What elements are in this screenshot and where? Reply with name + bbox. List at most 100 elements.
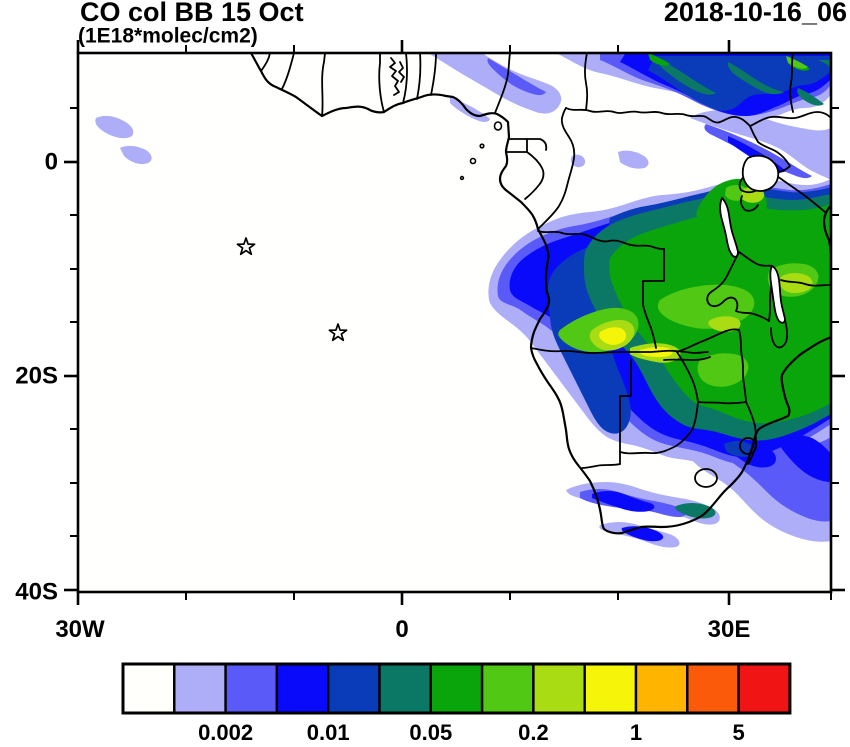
border-line bbox=[494, 53, 511, 114]
border-line bbox=[738, 175, 758, 194]
contour-blob bbox=[655, 57, 716, 95]
x-tick-label-30w: 30W bbox=[55, 616, 105, 643]
border-line bbox=[524, 151, 545, 200]
border-line bbox=[281, 53, 295, 90]
colorbar-outline bbox=[121, 662, 792, 715]
colorbar: 0.002 0.01 0.05 0.2 1 5 bbox=[121, 662, 792, 745]
border-line bbox=[430, 53, 437, 96]
colorbar-label-1: 1 bbox=[630, 720, 642, 745]
lake-victoria bbox=[741, 154, 780, 192]
contour-blob bbox=[599, 327, 627, 345]
contour-blob bbox=[708, 316, 741, 332]
volta-river-squiggle bbox=[389, 57, 400, 96]
x-tick-label-30e: 30E bbox=[708, 616, 751, 643]
colorbar-cell-9 bbox=[532, 662, 586, 715]
border-line bbox=[770, 319, 788, 349]
y-minor-ticks bbox=[70, 107, 839, 537]
border-line bbox=[749, 111, 831, 127]
contour-blob bbox=[648, 53, 670, 66]
border-line bbox=[619, 401, 699, 455]
border-line bbox=[581, 463, 621, 469]
border-line bbox=[530, 347, 709, 354]
border-line bbox=[505, 138, 528, 153]
border-line bbox=[789, 53, 794, 113]
border-line bbox=[773, 173, 826, 213]
contour-blob bbox=[818, 60, 831, 68]
x-minor-ticks bbox=[185, 45, 832, 600]
colorbar-label-02: 0.2 bbox=[518, 720, 549, 745]
contour-blob bbox=[778, 435, 831, 482]
border-line bbox=[526, 138, 548, 151]
y-tick-label-0: 0 bbox=[45, 149, 58, 176]
border-line bbox=[537, 230, 665, 250]
border-line bbox=[584, 53, 589, 111]
border-line bbox=[416, 53, 422, 100]
border-eswatini bbox=[739, 437, 757, 455]
island-bioko bbox=[493, 121, 503, 131]
colorbar-cell-8 bbox=[480, 662, 535, 715]
border-line bbox=[537, 107, 576, 230]
station-star-st-helena bbox=[328, 323, 348, 342]
border-line bbox=[260, 53, 271, 72]
colorbar-label-0002: 0.002 bbox=[198, 720, 253, 745]
contour-blob bbox=[487, 58, 546, 96]
contour-blob bbox=[648, 56, 831, 111]
colorbar-cell-7 bbox=[429, 662, 484, 715]
border-line bbox=[738, 251, 773, 267]
border-line bbox=[321, 53, 326, 117]
gulf-of-guinea-islands bbox=[459, 121, 503, 181]
contour-blob bbox=[724, 441, 755, 457]
contour-blob bbox=[675, 503, 716, 519]
colorbar-cell-11 bbox=[634, 662, 689, 715]
border-line bbox=[780, 279, 831, 287]
contour-blob bbox=[120, 145, 152, 165]
border-line bbox=[749, 125, 759, 143]
colorbar-cell-10 bbox=[583, 662, 638, 715]
station-star-ascension bbox=[236, 237, 256, 256]
island-sao-tome bbox=[469, 157, 477, 165]
colorbar-label-005: 0.05 bbox=[409, 720, 452, 745]
colorbar-cell-13 bbox=[737, 662, 792, 715]
border-line bbox=[642, 248, 665, 349]
border-line bbox=[676, 351, 699, 403]
volta-river-squiggle-2 bbox=[398, 61, 405, 83]
border-line bbox=[402, 53, 408, 104]
border-line bbox=[757, 141, 791, 175]
colorbar-cell-3 bbox=[224, 662, 279, 715]
colorbar-cell-1 bbox=[121, 662, 176, 715]
y-tick-label-20s: 20S bbox=[15, 363, 58, 390]
contour-blob bbox=[727, 62, 784, 95]
colorbar-cell-6 bbox=[378, 662, 432, 715]
y-major-ticks bbox=[64, 160, 845, 592]
border-line bbox=[565, 107, 751, 127]
colorbar-cell-5 bbox=[327, 662, 381, 715]
border-line bbox=[676, 328, 740, 353]
contour-blob bbox=[592, 491, 655, 512]
plot-units-subtitle: (1E18*molec/cm2) bbox=[78, 24, 258, 47]
colorbar-cell-4 bbox=[275, 662, 330, 715]
contour-blob bbox=[95, 115, 134, 139]
lakes bbox=[389, 57, 786, 324]
y-tick-label-40s: 40S bbox=[15, 579, 58, 606]
contour-blob bbox=[618, 150, 649, 169]
map-content bbox=[95, 53, 831, 548]
plot-title: CO col BB 15 Oct bbox=[80, 0, 304, 27]
border-line bbox=[740, 195, 759, 212]
contour-blob bbox=[690, 110, 831, 180]
colorbar-cell-12 bbox=[686, 662, 740, 715]
border-line bbox=[745, 401, 757, 465]
africa-coastline bbox=[249, 53, 831, 535]
border-line bbox=[378, 53, 385, 113]
contour-blob bbox=[797, 88, 824, 106]
lake-tanganyika bbox=[719, 196, 739, 258]
plot-datetime: 2018-10-16_06 bbox=[664, 0, 847, 27]
border-line bbox=[697, 401, 747, 405]
contour-blob bbox=[697, 353, 749, 387]
border-line bbox=[738, 329, 747, 403]
colorbar-label-5: 5 bbox=[732, 720, 744, 745]
colorbar-cell-2 bbox=[173, 662, 227, 715]
axis-ticks bbox=[64, 40, 845, 605]
border-line bbox=[663, 356, 711, 361]
